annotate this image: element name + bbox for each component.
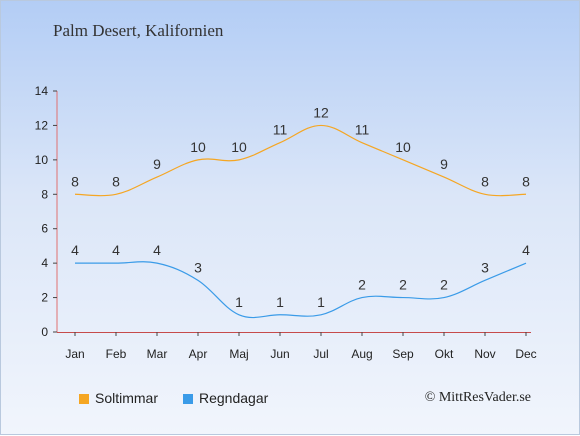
data-label-soltimmar: 9 [440, 156, 448, 172]
data-label-regndagar: 4 [522, 242, 530, 258]
data-label-regndagar: 2 [399, 277, 407, 293]
data-label-soltimmar: 10 [231, 139, 247, 155]
legend-item-soltimmar: Soltimmar [79, 390, 158, 406]
legend-swatch-regndagar [183, 394, 193, 404]
y-tick-label: 14 [35, 84, 49, 98]
y-tick-label: 10 [35, 153, 49, 167]
series-line-soltimmar [74, 124, 527, 197]
y-tick-label: 0 [41, 325, 48, 339]
data-label-regndagar: 3 [194, 259, 202, 275]
data-label-soltimmar: 11 [355, 122, 370, 138]
legend-label-regndagar: Regndagar [199, 390, 269, 406]
data-label-regndagar: 1 [276, 294, 284, 310]
x-tick-label: Jul [313, 347, 328, 361]
data-label-soltimmar: 8 [481, 173, 489, 189]
data-label-soltimmar: 12 [313, 104, 329, 120]
data-label-soltimmar: 9 [153, 156, 161, 172]
y-tick-label: 8 [41, 187, 48, 201]
data-label-regndagar: 4 [71, 242, 79, 258]
x-tick-label: Aug [351, 347, 372, 361]
data-label-soltimmar: 10 [395, 139, 411, 155]
x-tick-label: Jan [65, 347, 84, 361]
x-tick-label: Jun [270, 347, 289, 361]
x-tick-label: Dec [515, 347, 536, 361]
data-label-regndagar: 2 [358, 277, 366, 293]
data-label-regndagar: 1 [235, 294, 243, 310]
x-tick-label: Apr [189, 347, 208, 361]
data-label-regndagar: 3 [481, 259, 489, 275]
y-tick-label: 4 [41, 256, 48, 270]
legend-item-regndagar: Regndagar [183, 390, 268, 406]
chart-title: Palm Desert, Kalifornien [53, 21, 224, 40]
x-tick-label: Okt [435, 347, 454, 361]
y-tick-label: 2 [41, 291, 48, 305]
x-tick-label: Nov [474, 347, 495, 361]
data-label-regndagar: 2 [440, 277, 448, 293]
data-label-soltimmar: 10 [190, 139, 206, 155]
x-tick-label: Feb [106, 347, 127, 361]
y-tick-label: 12 [35, 118, 49, 132]
data-label-regndagar: 4 [153, 242, 161, 258]
data-label-regndagar: 1 [317, 294, 325, 310]
x-tick-label: Mar [147, 347, 168, 361]
copyright-text: © MittResVader.se [424, 390, 531, 405]
data-label-regndagar: 4 [112, 242, 120, 258]
data-label-soltimmar: 11 [273, 122, 288, 138]
data-label-soltimmar: 8 [112, 173, 120, 189]
legend-swatch-soltimmar [79, 394, 89, 404]
y-tick-label: 6 [41, 222, 48, 236]
legend-label-soltimmar: Soltimmar [95, 390, 159, 406]
series-line-regndagar [74, 261, 527, 319]
data-label-soltimmar: 8 [71, 173, 79, 189]
x-tick-label: Sep [392, 347, 414, 361]
data-label-soltimmar: 8 [522, 173, 530, 189]
x-tick-label: Maj [229, 347, 248, 361]
